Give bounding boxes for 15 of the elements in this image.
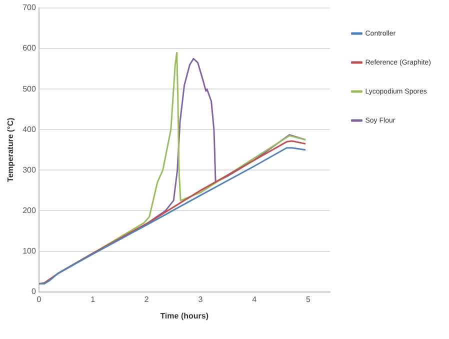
y-tick-label: 300 [22, 165, 36, 174]
y-tick-label: 100 [22, 246, 36, 256]
x-tick-label: 5 [306, 294, 311, 304]
x-tick-label: 3 [198, 294, 204, 304]
y-tick-label: 600 [22, 44, 36, 53]
y-tick-label: 500 [22, 84, 36, 94]
y-tick-label: 0 [31, 287, 36, 296]
x-tick-label: 2 [144, 294, 150, 304]
x-tick-label: 4 [252, 294, 258, 304]
x-axis-title: Time (hours) [160, 311, 209, 320]
y-axis-title: Temperature (°C) [6, 117, 16, 182]
y-tick-label: 200 [22, 206, 36, 215]
x-tick-label: 1 [90, 294, 96, 304]
y-tick-label: 700 [22, 3, 36, 12]
y-tick-label: 400 [22, 124, 36, 134]
